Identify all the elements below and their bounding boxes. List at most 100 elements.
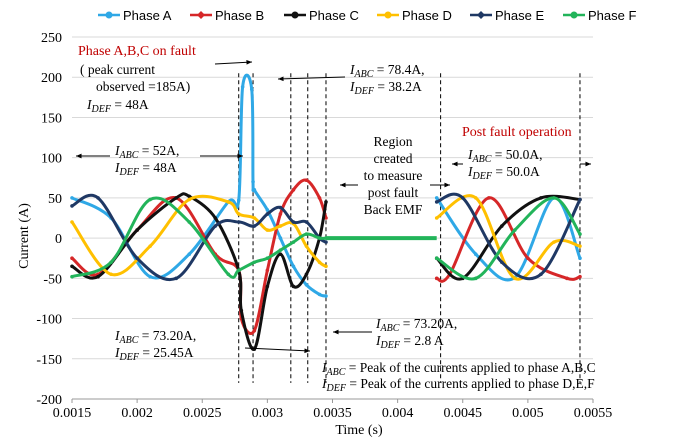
iabc-52-label: IABC = 52A,: [114, 143, 179, 161]
arrow-region-right: [430, 182, 450, 188]
arrow-head: [246, 59, 252, 65]
data-point: [473, 252, 478, 256]
chart-legend: Phase A Phase B Phase C Phase D Phase E Phase…: [98, 8, 636, 23]
data-point: [278, 212, 283, 216]
data-point: [187, 252, 192, 256]
data-point: [252, 260, 257, 265]
data-point: [240, 85, 245, 89]
iabc-50-label: IABC = 50.0A,: [467, 147, 543, 165]
legend-label: Phase D: [402, 8, 452, 23]
data-point: [252, 216, 257, 220]
data-point: [265, 284, 270, 289]
y-tick-label: -100: [36, 313, 62, 328]
data-point: [236, 220, 241, 224]
iabc-73a-label: IABC = 73.20A,: [114, 328, 196, 346]
legend-label: Phase E: [495, 8, 544, 23]
data-point: [278, 248, 283, 252]
y-tick-label: -150: [36, 353, 62, 368]
data-point: [513, 228, 517, 232]
data-point: [487, 196, 491, 200]
data-point: [434, 216, 439, 220]
y-tick-label: 0: [55, 232, 62, 247]
region-text: Region: [374, 134, 413, 149]
data-point: [265, 212, 270, 216]
data-point: [236, 268, 241, 273]
data-point: [96, 274, 100, 279]
data-point: [278, 252, 283, 256]
arrow-head: [452, 161, 458, 167]
x-tick-label: 0.0025: [183, 406, 222, 421]
data-point: [291, 188, 296, 192]
data-point: [317, 236, 322, 240]
data-point: [148, 197, 152, 202]
data-point: [578, 274, 582, 279]
arrow-head: [444, 182, 450, 188]
x-tick-label: 0.005: [512, 406, 544, 421]
arrow-52-left: [76, 153, 110, 159]
idef-38-label: IDEF = 38.2A: [349, 79, 422, 97]
data-point: [236, 212, 241, 216]
data-point: [249, 87, 254, 92]
arrow-50-left: [452, 161, 463, 167]
x-tick-label: 0.0055: [574, 406, 613, 421]
data-point: [251, 180, 255, 184]
data-point: [434, 200, 439, 204]
series-line: [71, 73, 327, 298]
iabc-73b-label: IABC = 73.20A,: [375, 316, 457, 334]
data-point: [578, 256, 582, 261]
data-point: [578, 197, 582, 202]
data-point: [70, 220, 74, 224]
data-point: [473, 276, 478, 281]
data-point: [324, 200, 328, 204]
arrow-73a: [244, 347, 311, 354]
arrow-head: [278, 76, 284, 82]
y-tick-label: -200: [36, 393, 62, 408]
data-point: [291, 220, 296, 224]
data-point: [434, 196, 439, 200]
data-point: [213, 224, 218, 228]
legend-item-phase-e: Phase E: [470, 8, 544, 23]
y-tick-label: 50: [48, 192, 62, 207]
idef-25-label: IDEF = 25.45A: [114, 345, 194, 363]
region-text: Back EMF: [364, 202, 423, 217]
data-point: [70, 196, 74, 200]
series-layer: [70, 73, 582, 351]
data-point: [513, 276, 517, 281]
data-point: [539, 272, 543, 277]
def-abc-label: IABC = Peak of the currents applied to p…: [321, 360, 596, 378]
data-point: [187, 194, 192, 199]
legend-marker: [197, 11, 205, 19]
data-point: [526, 256, 530, 261]
legend-item-phase-c: Phase C: [284, 8, 359, 23]
y-axis-label: Current (A): [17, 203, 32, 269]
legend-marker: [291, 11, 299, 19]
legend-label: Phase F: [588, 8, 636, 23]
legend-item-phase-d: Phase D: [377, 8, 452, 23]
data-point: [291, 264, 296, 269]
annotations: Phase A,B,C on fault ( peak current observ…: [76, 44, 596, 394]
data-point: [291, 240, 296, 244]
idef-28-label: IDEF = 2.8 A: [375, 333, 444, 351]
arrow-head: [333, 329, 339, 335]
peak-note-line1: ( peak current: [80, 62, 155, 77]
arrow-50-right: [580, 161, 591, 167]
x-tick-label: 0.002: [121, 406, 153, 421]
x-tick-label: 0.0035: [313, 406, 352, 421]
data-point: [135, 228, 139, 232]
data-point: [324, 294, 328, 298]
data-point: [213, 216, 218, 220]
def-def-label: IDEF = Peak of the currents applied to p…: [321, 376, 595, 394]
legend-label: Phase A: [123, 8, 172, 23]
data-point: [317, 196, 322, 200]
x-axis-label: Time (s): [335, 423, 383, 437]
data-point: [187, 220, 192, 224]
arrow-head: [585, 161, 591, 167]
x-tick-label: 0.004: [382, 406, 414, 421]
data-point: [174, 276, 178, 281]
data-point: [135, 256, 139, 261]
data-point: [252, 224, 257, 228]
x-tick-label: 0.0045: [444, 406, 483, 421]
y-tick-label: 100: [41, 152, 62, 167]
